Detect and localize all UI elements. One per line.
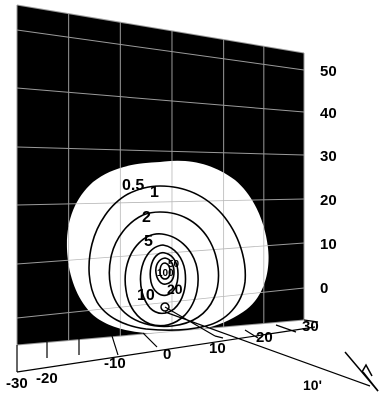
contour-line-2	[108, 211, 220, 328]
horizontal-tick-label: 20	[256, 329, 273, 346]
contour-line-10	[139, 244, 187, 315]
vertical-tick-label: 20	[320, 192, 337, 209]
contour-level-label: 20	[167, 281, 183, 297]
contour-level-label: 0.5	[122, 177, 144, 194]
contour-line-20	[149, 251, 179, 297]
contour-line-50	[155, 257, 175, 285]
vertical-tick-label: 50	[320, 63, 337, 80]
horizontal-tick-label: -30	[6, 375, 28, 392]
vertical-tick-label: 40	[320, 105, 337, 122]
horizontal-axis-ticks: -30 -20 -10 0 10 20 30	[6, 318, 319, 392]
grid-line-h	[16, 29, 305, 71]
horizontal-tick-label: 30	[302, 318, 319, 335]
contour-level-label: 1	[150, 184, 159, 201]
horizontal-tick-label: 10	[209, 340, 226, 357]
depth-axis-label: 10'	[303, 377, 322, 393]
contour-level-label: 10	[137, 287, 155, 304]
grid-overlay-h	[66, 287, 269, 319]
contour-level-label: 5	[144, 233, 153, 250]
depth-axis-arrow	[344, 351, 379, 392]
contour-level-label: 2	[142, 209, 151, 226]
horizontal-tick-label: -10	[104, 355, 126, 372]
vertical-tick-label: 10	[320, 236, 337, 253]
horizontal-tick-label: -20	[36, 370, 58, 387]
contour-fill-region	[66, 160, 269, 334]
grid-line-h	[16, 146, 305, 156]
contour-level-label: 100	[157, 268, 174, 279]
floor-grid	[16, 306, 371, 387]
grid-line-h	[16, 87, 305, 113]
contour-line-100	[159, 262, 171, 280]
contour-level-label: 50	[168, 259, 180, 270]
contour-line-5	[124, 233, 199, 327]
horizontal-tick-label: 0	[163, 346, 171, 363]
vertical-axis-ticks: 0 10 20 30 40 50	[320, 63, 337, 297]
vertical-tick-label: 30	[320, 148, 337, 165]
vertical-tick-label: 0	[320, 280, 328, 297]
grid-line-h	[16, 4, 305, 54]
contour-line-1	[88, 185, 247, 332]
